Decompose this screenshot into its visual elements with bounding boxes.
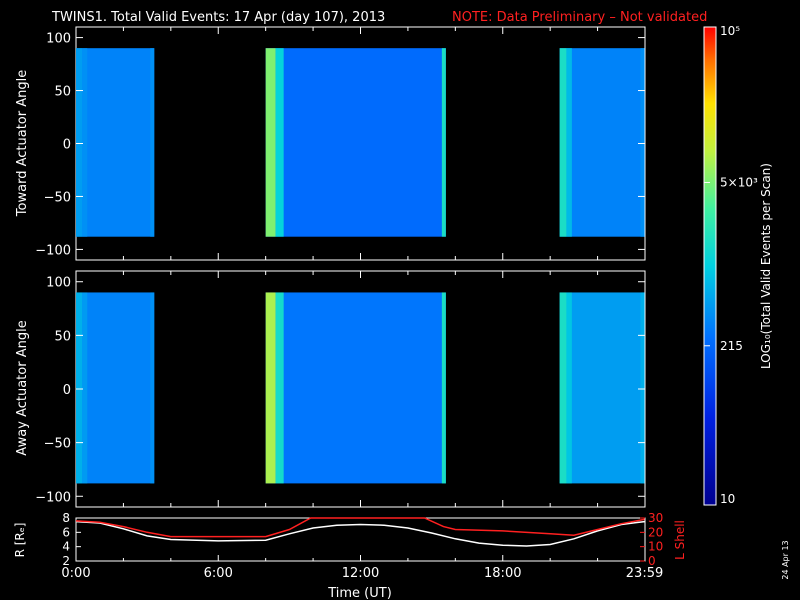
toward-block-1-leading-fade xyxy=(275,48,284,237)
colorbar-tick-label: 10⁵ xyxy=(720,24,740,38)
orbit-xtick-label: 0:00 xyxy=(61,566,90,581)
toward-block-1-leading-edge xyxy=(265,48,276,237)
away-block-1-leading-fade xyxy=(275,292,284,484)
orbit-left-ytick-label: 8 xyxy=(62,511,70,525)
away-block-2-trailing-edge xyxy=(640,292,645,484)
colorbar-label: LOG₁₀(Total Valid Events per Scan) xyxy=(759,163,773,369)
colorbar-tick-label: 215 xyxy=(720,339,743,353)
away-ytick-label: −50 xyxy=(44,437,71,452)
away-ytick-label: 0 xyxy=(63,383,71,398)
orbit-xtick-label: 18:00 xyxy=(484,566,521,581)
colorbar-ticks: 10⁵ 5×10³ 215 10 xyxy=(704,24,758,506)
toward-block-2 xyxy=(559,48,645,237)
toward-block-2-leading-edge xyxy=(559,48,567,237)
toward-block-1 xyxy=(265,48,446,237)
orbit-xtick-label: 6:00 xyxy=(204,566,233,581)
colorbar-tick-label: 5×10³ xyxy=(720,175,758,189)
orbit-lines xyxy=(75,517,645,547)
away-ylabel: Away Actuator Angle xyxy=(15,320,30,455)
orbit-right-ytick-label: 30 xyxy=(648,511,663,525)
away-y-ticks: 100 50 0 −50 −100 xyxy=(35,271,646,507)
away-block-0 xyxy=(76,292,155,484)
orbit-right-ytick-label: 0 xyxy=(648,554,656,568)
away-panel: 100 50 0 −50 −100 Away Actuator Angle xyxy=(15,270,646,508)
away-block-1-leading-edge xyxy=(265,292,276,484)
colorbar-gradient xyxy=(703,26,717,506)
away-block-1-trailing-edge xyxy=(441,292,446,484)
orbit-left-ytick-label: 2 xyxy=(62,554,70,568)
toward-block-0-leading-fade xyxy=(82,48,88,237)
colorbar: 10⁵ 5×10³ 215 10 LOG₁₀(Total Valid Events p… xyxy=(703,24,773,506)
orbit-left-ytick-label: 4 xyxy=(62,540,70,554)
toward-block-0-trailing-edge xyxy=(150,48,155,237)
away-block-0-trailing-edge xyxy=(150,292,155,484)
away-block-2 xyxy=(559,292,645,484)
toward-block-2-trailing-edge xyxy=(640,48,645,237)
away-block-2-leading-edge xyxy=(559,292,567,484)
orbit-xtick-label: 12:00 xyxy=(342,566,379,581)
toward-block-1-trailing-edge xyxy=(441,48,446,237)
toward-ytick-label: 100 xyxy=(46,32,71,47)
away-block-1 xyxy=(265,292,446,484)
l-shell-line xyxy=(75,517,645,538)
orbit-right-ytick-label: 20 xyxy=(648,525,663,539)
toward-ytick-label: 50 xyxy=(54,85,71,100)
orbit-right-ytick-label: 10 xyxy=(648,540,663,554)
toward-data-blocks xyxy=(76,48,645,237)
x-axis-label: Time (UT) xyxy=(327,586,392,600)
toward-block-2-leading-fade xyxy=(566,48,572,237)
r-distance-line xyxy=(75,520,645,547)
orbit-left-ylabel: R [Rₑ] xyxy=(13,523,27,558)
colorbar-tick-label: 10 xyxy=(720,492,735,506)
preliminary-note: NOTE: Data Preliminary – Not validated xyxy=(452,10,707,25)
toward-ytick-label: 0 xyxy=(63,138,71,153)
figure-title: TWINS1. Total Valid Events: 17 Apr (day … xyxy=(51,10,385,25)
away-ytick-label: 50 xyxy=(54,329,71,344)
toward-block-0 xyxy=(76,48,155,237)
away-block-2-leading-fade xyxy=(566,292,572,484)
away-data-blocks xyxy=(76,292,645,484)
orbit-right-ylabel: L Shell xyxy=(673,520,687,560)
toward-ytick-label: −100 xyxy=(35,243,71,258)
toward-panel: 100 50 0 −50 −100 Toward Actuator Angle xyxy=(15,26,646,261)
toward-ylabel: Toward Actuator Angle xyxy=(15,70,30,217)
orbit-left-ytick-label: 6 xyxy=(62,525,70,539)
away-ytick-label: −100 xyxy=(35,490,71,505)
toward-y-ticks: 100 50 0 −50 −100 xyxy=(35,27,646,260)
away-ytick-label: 100 xyxy=(46,276,71,291)
away-block-0-leading-fade xyxy=(82,292,88,484)
toward-ytick-label: −50 xyxy=(44,190,71,205)
away-block-0-leading-edge xyxy=(76,292,83,484)
date-stamp: 24 Apr 13 xyxy=(781,540,790,579)
toward-block-0-leading-edge xyxy=(76,48,83,237)
orbit-xtick-label: 23:59 xyxy=(626,566,663,581)
